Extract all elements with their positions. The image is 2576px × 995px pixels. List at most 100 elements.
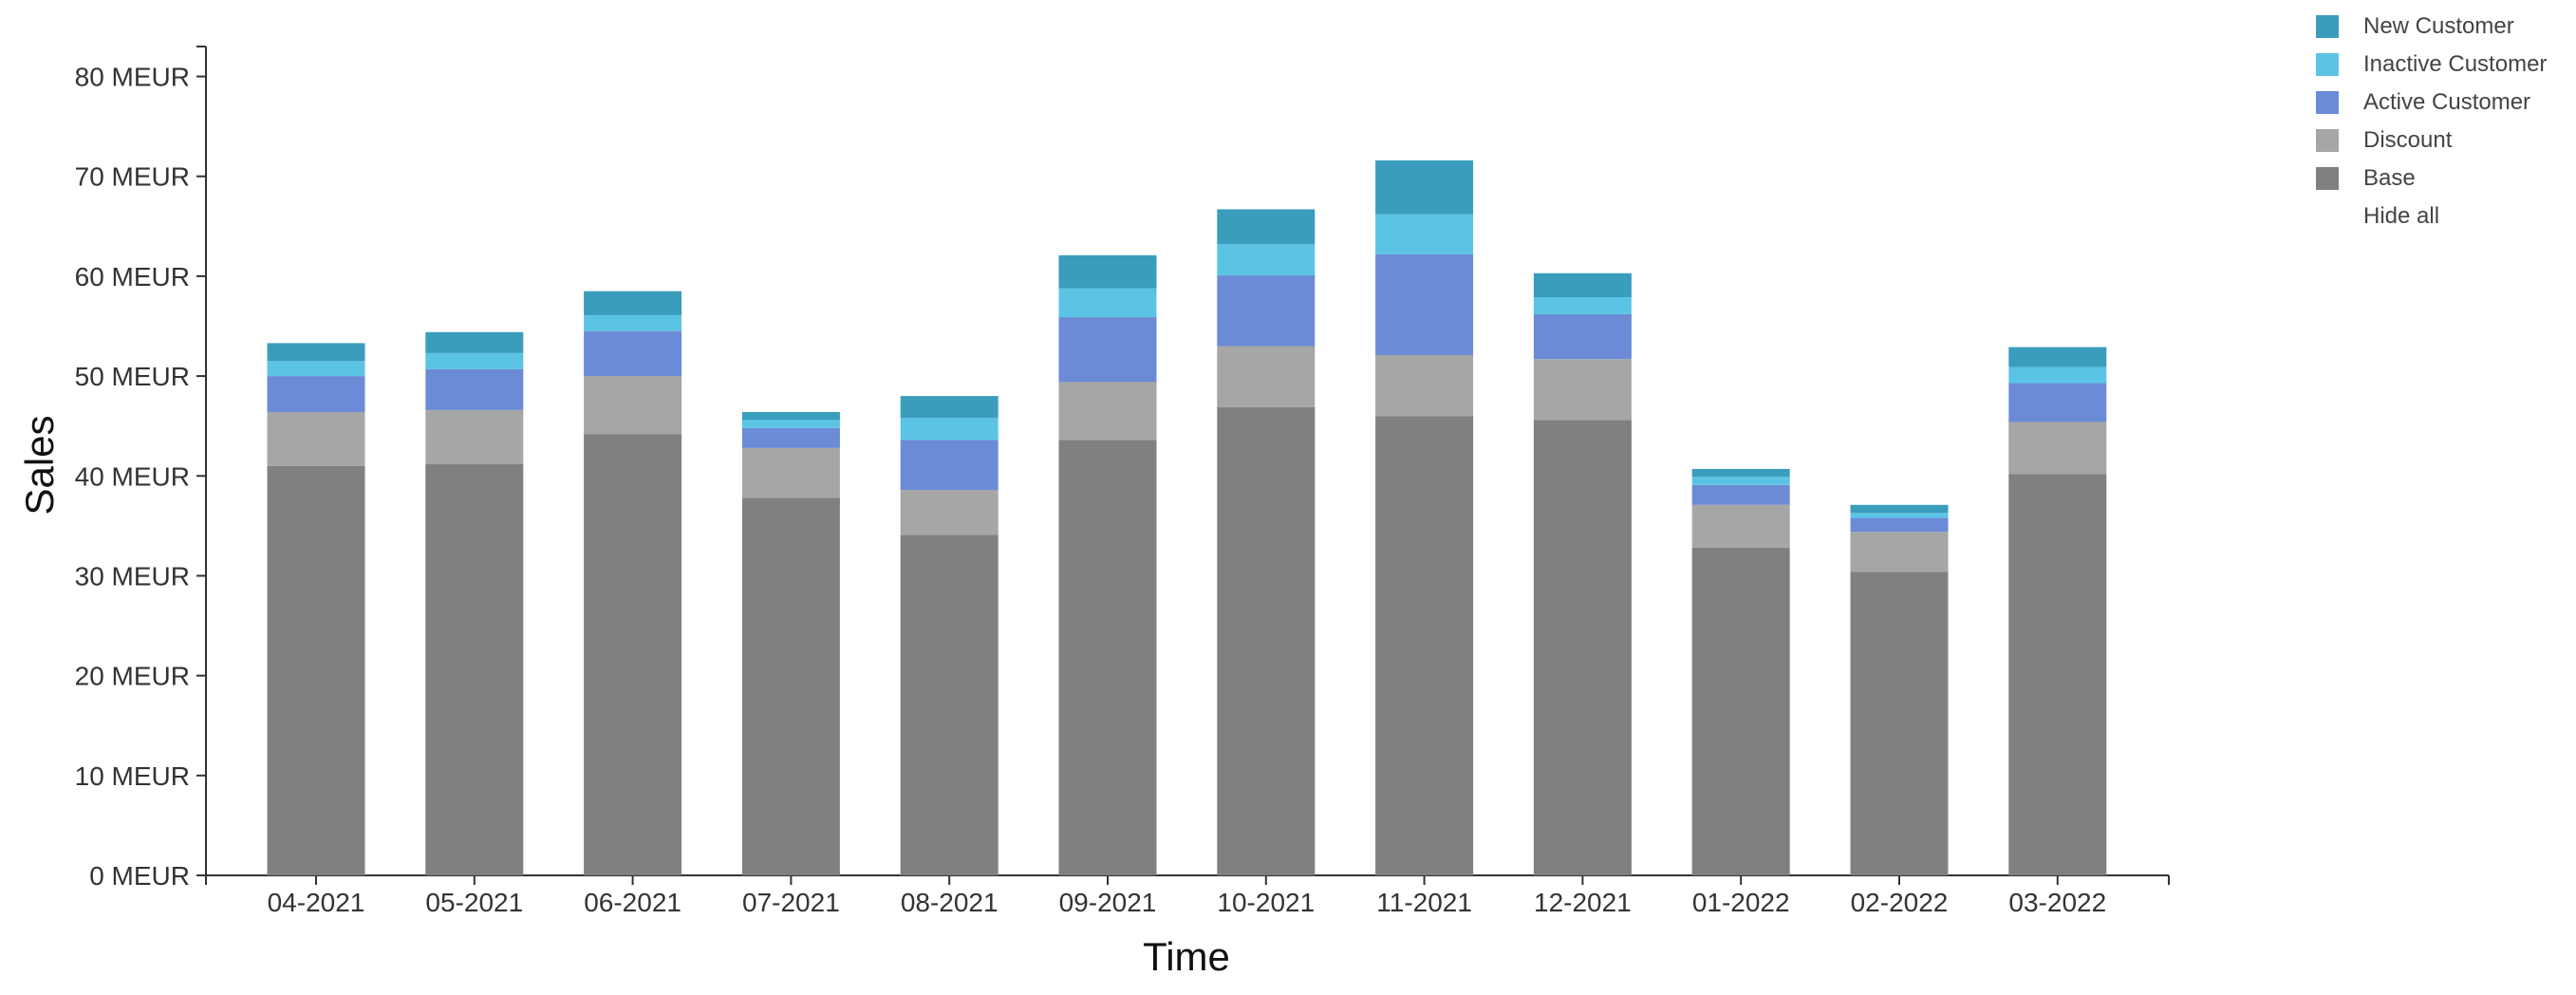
bar-segment-inactive-customer[interactable] bbox=[1058, 288, 1157, 318]
bar-segment-inactive-customer[interactable] bbox=[1375, 214, 1474, 254]
bar-segment-active-customer[interactable] bbox=[1058, 317, 1157, 383]
legend-label: Inactive Customer bbox=[2363, 51, 2548, 77]
bar-segment-inactive-customer[interactable] bbox=[1217, 244, 1316, 275]
bar-segment-discount[interactable] bbox=[741, 447, 840, 498]
bar-stack-06-2021[interactable] bbox=[584, 291, 682, 875]
bar-segment-base[interactable] bbox=[900, 535, 999, 875]
bar-segment-active-customer[interactable] bbox=[2008, 383, 2107, 422]
bar-segment-inactive-customer[interactable] bbox=[1533, 297, 1632, 314]
bar-stack-08-2021[interactable] bbox=[900, 396, 999, 875]
x-axis: 04-2021 05-2021 06-2021 07-2021 08-2021 09-20… bbox=[205, 874, 2170, 917]
bar-segment-base[interactable] bbox=[1691, 548, 1790, 875]
bar-segment-new-customer[interactable] bbox=[1850, 504, 1949, 514]
x-axis-title: Time bbox=[1143, 934, 1230, 979]
bar-stack-12-2021[interactable] bbox=[1533, 272, 1632, 875]
bar-segment-base[interactable] bbox=[1850, 572, 1949, 875]
bar-stack-02-2022[interactable] bbox=[1850, 504, 1949, 875]
bar-segment-inactive-customer[interactable] bbox=[584, 314, 682, 331]
legend: New Customer Inactive Customer Active Cust… bbox=[2316, 8, 2547, 235]
bar-segment-discount[interactable] bbox=[1691, 504, 1790, 549]
bar-segment-active-customer[interactable] bbox=[1217, 274, 1316, 347]
y-tick-label: 20 MEUR bbox=[75, 662, 190, 691]
bar-stack-07-2021[interactable] bbox=[741, 411, 840, 875]
bar-stack-09-2021[interactable] bbox=[1058, 254, 1157, 875]
bar-segment-active-customer[interactable] bbox=[267, 376, 365, 412]
bar-segment-base[interactable] bbox=[584, 434, 682, 875]
legend-swatch bbox=[2316, 167, 2339, 190]
y-tick-label: 50 MEUR bbox=[75, 362, 190, 391]
bar-segment-new-customer[interactable] bbox=[267, 343, 365, 362]
x-tick-label: 01-2022 bbox=[1692, 888, 1790, 917]
bar-segment-new-customer[interactable] bbox=[1217, 209, 1316, 245]
bar-segment-new-customer[interactable] bbox=[1533, 272, 1632, 298]
x-tick-label: 06-2021 bbox=[584, 888, 681, 917]
bar-segment-inactive-customer[interactable] bbox=[1850, 513, 1949, 518]
legend-label: Base bbox=[2363, 165, 2416, 191]
bar-segment-active-customer[interactable] bbox=[584, 330, 682, 377]
x-tick-label: 10-2021 bbox=[1217, 888, 1315, 917]
legend-label: Discount bbox=[2363, 127, 2453, 153]
bar-segment-base[interactable] bbox=[267, 465, 365, 875]
x-tick-label: 07-2021 bbox=[742, 888, 840, 917]
bar-segment-new-customer[interactable] bbox=[2008, 347, 2107, 367]
bar-stack-01-2022[interactable] bbox=[1691, 468, 1790, 875]
bar-segment-discount[interactable] bbox=[425, 409, 524, 464]
bar-segment-base[interactable] bbox=[741, 498, 840, 875]
bar-segment-discount[interactable] bbox=[900, 490, 999, 535]
bar-segment-discount[interactable] bbox=[1217, 346, 1316, 407]
bar-segment-discount[interactable] bbox=[2008, 422, 2107, 475]
bar-segment-discount[interactable] bbox=[267, 411, 365, 466]
bar-segment-base[interactable] bbox=[425, 463, 524, 875]
bar-segment-discount[interactable] bbox=[1375, 355, 1474, 417]
bar-segment-new-customer[interactable] bbox=[900, 396, 999, 419]
bar-segment-base[interactable] bbox=[1217, 406, 1316, 875]
y-tick-label: 0 MEUR bbox=[89, 861, 190, 891]
bar-segment-inactive-customer[interactable] bbox=[900, 418, 999, 441]
bar-segment-active-customer[interactable] bbox=[741, 427, 840, 448]
bar-segment-new-customer[interactable] bbox=[741, 411, 840, 421]
bar-segment-base[interactable] bbox=[1058, 440, 1157, 875]
x-tick-label: 12-2021 bbox=[1534, 888, 1632, 917]
bar-segment-active-customer[interactable] bbox=[900, 440, 999, 491]
bar-segment-inactive-customer[interactable] bbox=[2008, 366, 2107, 384]
bar-segment-active-customer[interactable] bbox=[425, 368, 524, 410]
hide-all-button[interactable]: Hide all bbox=[2316, 197, 2547, 235]
bar-segment-base[interactable] bbox=[1375, 416, 1474, 875]
bar-segment-new-customer[interactable] bbox=[584, 291, 682, 315]
bars bbox=[267, 160, 2107, 875]
legend-item-discount[interactable]: Discount bbox=[2316, 122, 2547, 160]
bar-segment-discount[interactable] bbox=[1850, 532, 1949, 573]
legend-item-active-customer[interactable]: Active Customer bbox=[2316, 84, 2547, 122]
legend-label: Active Customer bbox=[2363, 89, 2531, 115]
bar-segment-active-customer[interactable] bbox=[1533, 313, 1632, 360]
bar-segment-discount[interactable] bbox=[1058, 382, 1157, 441]
bar-stack-04-2021[interactable] bbox=[267, 343, 365, 875]
bar-segment-new-customer[interactable] bbox=[425, 331, 524, 353]
bar-segment-active-customer[interactable] bbox=[1691, 484, 1790, 505]
bar-segment-inactive-customer[interactable] bbox=[741, 420, 840, 428]
legend-item-base[interactable]: Base bbox=[2316, 160, 2547, 197]
bar-segment-new-customer[interactable] bbox=[1375, 160, 1474, 215]
bar-segment-active-customer[interactable] bbox=[1375, 253, 1474, 356]
bar-segment-active-customer[interactable] bbox=[1850, 517, 1949, 533]
hide-all-label: Hide all bbox=[2363, 203, 2440, 229]
bar-stack-05-2021[interactable] bbox=[425, 331, 524, 875]
bar-segment-inactive-customer[interactable] bbox=[267, 361, 365, 377]
bar-segment-inactive-customer[interactable] bbox=[425, 352, 524, 369]
legend-item-inactive-customer[interactable]: Inactive Customer bbox=[2316, 46, 2547, 84]
bar-stack-03-2022[interactable] bbox=[2008, 347, 2107, 875]
bar-segment-base[interactable] bbox=[2008, 474, 2107, 875]
y-tick-label: 80 MEUR bbox=[75, 63, 190, 92]
bar-segment-new-customer[interactable] bbox=[1058, 254, 1157, 289]
bar-segment-new-customer[interactable] bbox=[1691, 468, 1790, 478]
bar-segment-discount[interactable] bbox=[1533, 359, 1632, 421]
bar-stack-11-2021[interactable] bbox=[1375, 160, 1474, 875]
legend-item-new-customer[interactable]: New Customer bbox=[2316, 8, 2547, 46]
legend-label: New Customer bbox=[2363, 13, 2514, 39]
bar-stack-10-2021[interactable] bbox=[1217, 209, 1316, 875]
bar-segment-base[interactable] bbox=[1533, 420, 1632, 875]
bar-segment-discount[interactable] bbox=[584, 376, 682, 435]
y-axis-title: Sales bbox=[17, 415, 62, 515]
bar-segment-inactive-customer[interactable] bbox=[1691, 477, 1790, 485]
y-tick-label: 30 MEUR bbox=[75, 561, 190, 591]
